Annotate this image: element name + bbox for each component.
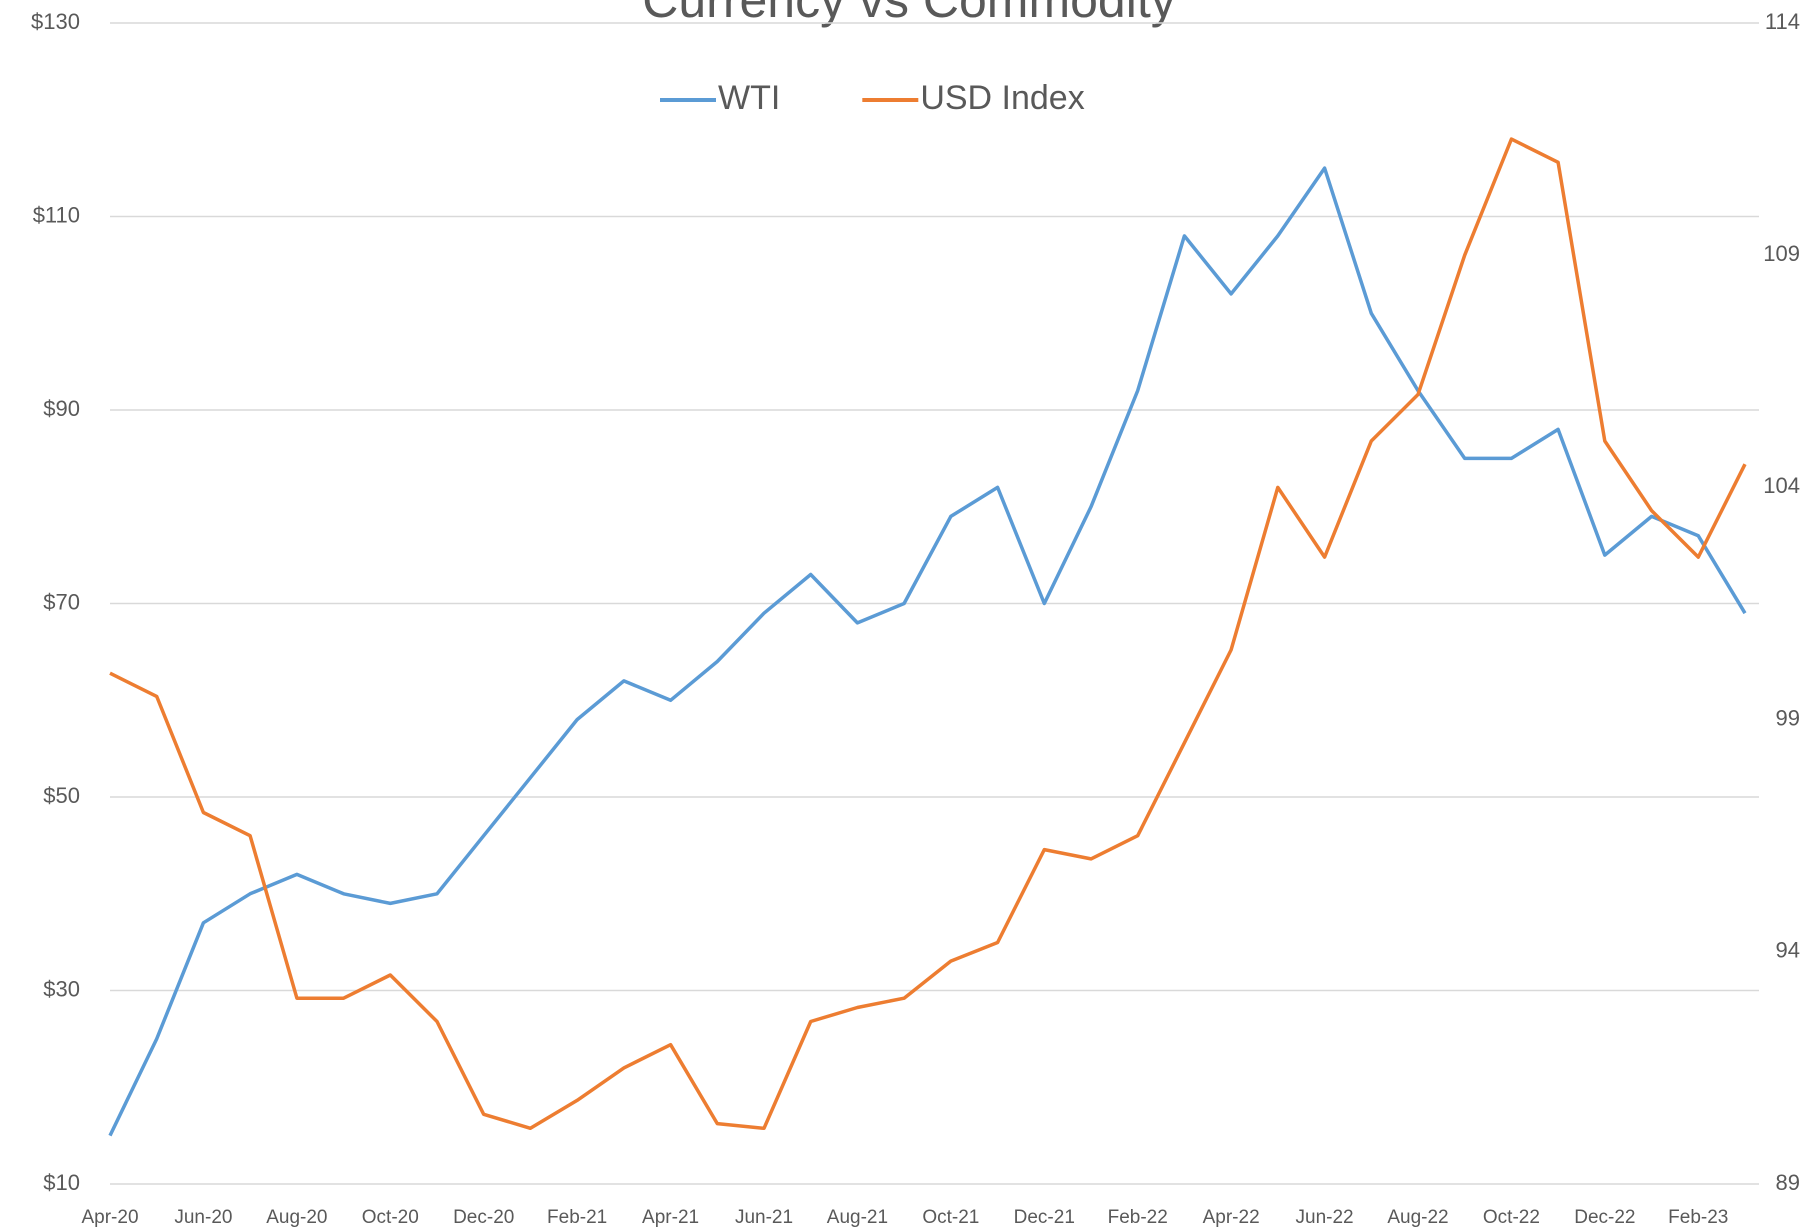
y-tick-label: $50 bbox=[43, 783, 80, 808]
line-series bbox=[108, 166, 1747, 1137]
x-tick-label: Feb-23 bbox=[1668, 1207, 1728, 1228]
y2-tick-label: 99 bbox=[1776, 705, 1800, 730]
x-tick-label: Jun-20 bbox=[174, 1207, 232, 1228]
y-tick-label: $110 bbox=[33, 202, 80, 227]
y2-tick-label: 104 bbox=[1763, 473, 1800, 498]
x-tick-label: Feb-22 bbox=[1108, 1207, 1168, 1228]
x-tick-label: Dec-22 bbox=[1574, 1207, 1635, 1228]
x-tick-label: Aug-20 bbox=[266, 1207, 327, 1228]
x-tick-label: Feb-21 bbox=[547, 1207, 607, 1228]
x-tick-label: Aug-21 bbox=[827, 1207, 888, 1228]
y-tick-label: $90 bbox=[43, 396, 80, 421]
line-series bbox=[109, 137, 1747, 1131]
y-tick-label: $30 bbox=[43, 976, 80, 1001]
y2-tick-label: 89 bbox=[1776, 1170, 1800, 1195]
y2-tick-label: 114 bbox=[1765, 9, 1800, 34]
x-tick-label: Oct-22 bbox=[1483, 1207, 1540, 1228]
y2-tick-label: 94 bbox=[1776, 938, 1800, 963]
y-tick-label: $130 bbox=[31, 9, 80, 34]
x-tick-label: Oct-20 bbox=[362, 1207, 419, 1228]
x-tick-label: Apr-21 bbox=[642, 1207, 699, 1228]
x-tick-label: Jun-22 bbox=[1296, 1207, 1354, 1228]
y-tick-label: $70 bbox=[43, 589, 80, 614]
x-tick-label: Dec-21 bbox=[1014, 1207, 1075, 1228]
chart-title: Currency vs Commodity bbox=[642, 0, 1175, 28]
legend-label: USD Index bbox=[920, 79, 1084, 117]
x-tick-label: Apr-20 bbox=[81, 1207, 138, 1228]
legend-label: WTI bbox=[718, 79, 780, 117]
x-tick-label: Apr-22 bbox=[1203, 1207, 1260, 1228]
x-tick-label: Oct-21 bbox=[922, 1207, 979, 1228]
y2-tick-label: 109 bbox=[1763, 241, 1800, 266]
x-tick-label: Aug-22 bbox=[1387, 1207, 1448, 1228]
x-tick-label: Jun-21 bbox=[735, 1207, 793, 1228]
x-tick-label: Dec-20 bbox=[453, 1207, 514, 1228]
y-tick-label: $10 bbox=[43, 1170, 80, 1195]
